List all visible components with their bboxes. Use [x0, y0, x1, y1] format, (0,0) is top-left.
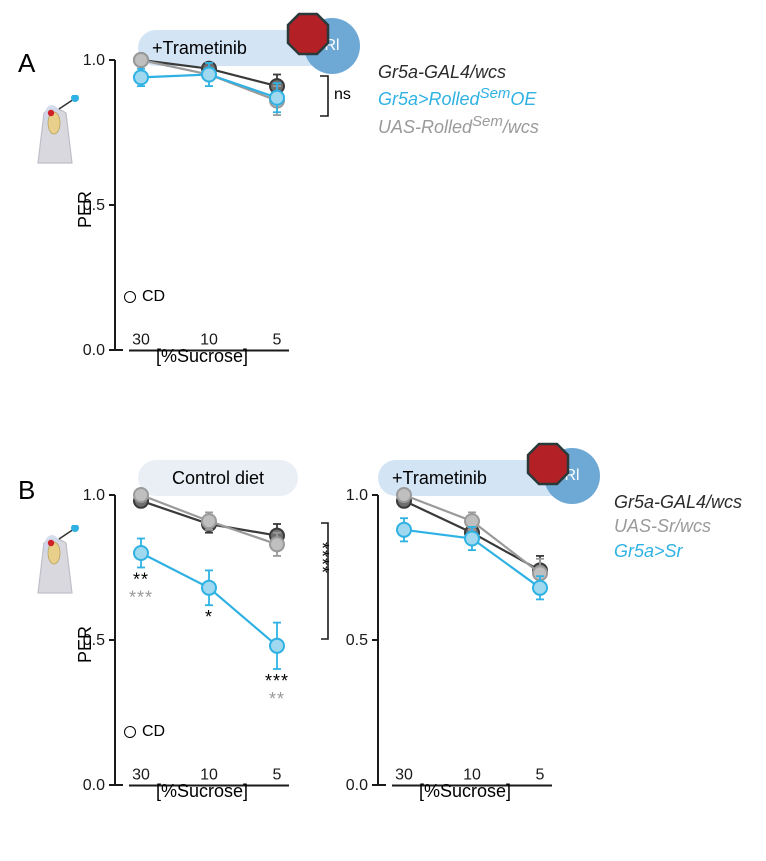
legend-text: Gr5a>RolledSemOE: [378, 89, 536, 109]
legend-row: Gr5a>Sr: [614, 539, 742, 563]
legend-text: Gr5a-GAL4/wcs: [614, 492, 742, 512]
panel-b-stop-icon: [526, 442, 570, 486]
cd-circle-icon: [124, 291, 136, 303]
panel-a-ns-text: ns: [334, 86, 351, 104]
legend-row: Gr5a-GAL4/wcs: [378, 60, 539, 84]
svg-text:0.0: 0.0: [83, 342, 105, 359]
svg-text:1.0: 1.0: [83, 52, 105, 69]
cd-text: CD: [142, 723, 165, 741]
cd-text: CD: [142, 288, 165, 306]
legend-text: UAS-RolledSem/wcs: [378, 117, 539, 137]
svg-text:*: *: [205, 607, 213, 627]
legend-text: Gr5a-GAL4/wcs: [378, 62, 506, 82]
panel-b-ylabel: PER: [75, 626, 96, 663]
svg-text:5: 5: [536, 766, 545, 783]
panel-a-legend: Gr5a-GAL4/wcs Gr5a>RolledSemOE UAS-Rolle…: [378, 60, 539, 139]
svg-text:5: 5: [273, 331, 282, 348]
svg-text:30: 30: [132, 331, 150, 348]
panel-a-xlabel: [%Sucrose]: [156, 346, 248, 367]
svg-text:30: 30: [395, 766, 413, 783]
svg-text:**: **: [269, 689, 285, 709]
legend-row: Gr5a>RolledSemOE: [378, 84, 539, 111]
svg-text:***: ***: [129, 588, 153, 608]
svg-text:0.0: 0.0: [83, 777, 105, 794]
panel-b-left-bracket-stars: ****: [311, 542, 332, 574]
svg-text:1.0: 1.0: [346, 487, 368, 504]
panel-b-cd-legend: CD: [124, 723, 165, 741]
svg-text:***: ***: [265, 671, 289, 691]
panel-b-right-xlabel: [%Sucrose]: [419, 781, 511, 802]
svg-text:30: 30: [132, 766, 150, 783]
svg-text:0.0: 0.0: [346, 777, 368, 794]
panel-b-left-bracket: [319, 521, 331, 641]
cd-circle-icon: [124, 726, 136, 738]
legend-text: Gr5a>Sr: [614, 541, 683, 561]
panel-a-label: A: [18, 48, 35, 79]
legend-row: UAS-Sr/wcs: [614, 514, 742, 538]
svg-text:0.5: 0.5: [346, 632, 368, 649]
panel-b-legend: Gr5a-GAL4/wcs UAS-Sr/wcs Gr5a>Sr: [614, 490, 742, 563]
svg-text:**: **: [133, 570, 149, 590]
panel-a-ns-bracket: [318, 74, 332, 118]
legend-row: Gr5a-GAL4/wcs: [614, 490, 742, 514]
panel-b-left-xlabel: [%Sucrose]: [156, 781, 248, 802]
panel-a-cd-legend: CD: [124, 288, 165, 306]
panel-b-label: B: [18, 475, 35, 506]
svg-text:1.0: 1.0: [83, 487, 105, 504]
legend-text: UAS-Sr/wcs: [614, 516, 711, 536]
svg-text:5: 5: [273, 766, 282, 783]
legend-row: UAS-RolledSem/wcs: [378, 112, 539, 139]
panel-a-ylabel: PER: [75, 191, 96, 228]
